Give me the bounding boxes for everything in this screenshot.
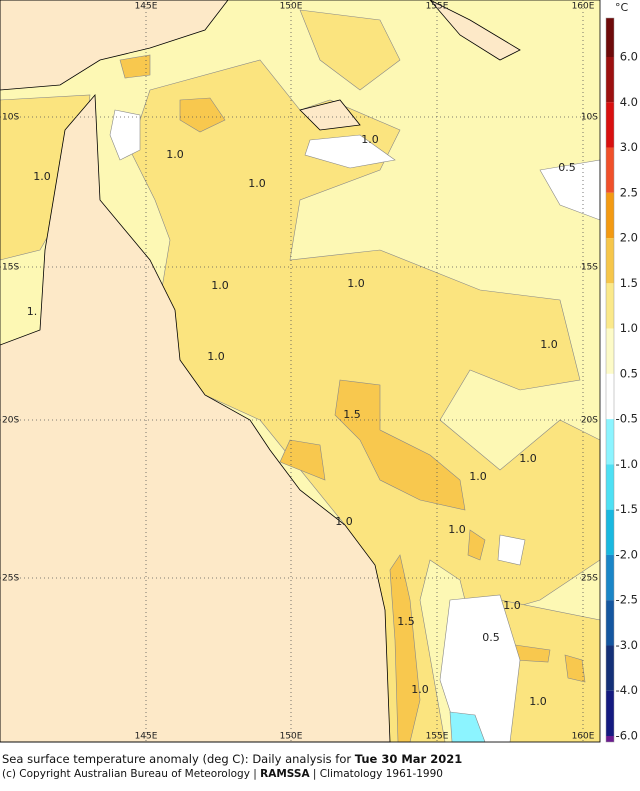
caption-line-2: (c) Copyright Australian Bureau of Meteo… [2,768,443,780]
contour-label: 1.0 [211,279,229,292]
colorbar-tick-label: 2.5 [620,185,638,199]
map-frame [0,0,601,743]
anomaly-0-5 [109,109,601,743]
colorbar-tick-label: 4.0 [620,95,638,109]
colorbar-tick-label: -2.0 [616,547,638,561]
contour-label: 1.0 [448,523,466,536]
contour-label: 1.0 [411,683,429,696]
land [0,0,521,743]
contour-label: 1.0 [469,470,487,483]
colorbar-tick-label: 1.5 [620,276,638,290]
lon-label-bottom: 155E [426,732,449,742]
lon-label-top: 160E [572,2,595,12]
colorbar-frame [605,17,615,743]
colorbar-segment [606,18,614,57]
colorbar-tick-label: -6.0 [616,729,638,743]
colorbar-segment [606,509,614,555]
caption-date: Tue 30 Mar 2021 [354,752,463,766]
contour-label: 1.0 [33,170,51,183]
colorbar-segment [606,192,614,239]
caption-text: Sea surface temperature anomaly (deg C):… [2,752,355,766]
contour-label: 1.5 [397,615,415,628]
lon-label-bottom: 160E [572,732,595,742]
lat-label-left: 10S [2,113,19,123]
colorbar-segment [606,736,614,742]
contour-label: 0.5 [558,161,576,174]
colorbar-tick-label: -2.5 [616,593,638,607]
contour-label: 1.0 [347,277,365,290]
contour-label: 1.0 [166,148,184,161]
contour-label: 1.5 [343,408,361,421]
colorbar-tick-label: -1.5 [616,502,638,516]
lon-label-bottom: 150E [280,732,303,742]
lat-label-left: 20S [2,416,19,426]
colorbar-tick-label: 2.0 [620,231,638,245]
colorbar-segment [606,690,614,736]
contour-label: 1.0 [335,515,353,528]
lon-label-top: 150E [280,2,303,12]
lon-label-top: 145E [135,2,158,12]
contour-label: 1.0 [248,177,266,190]
colorbar-tick-label: -3.0 [616,638,638,652]
anomaly-1-5 [119,54,586,743]
contour-label: 1.0 [540,338,558,351]
lat-label-right: 10S [581,113,598,123]
colorbar-segment [606,102,614,148]
colorbar-segment [606,554,614,601]
contour-label: 1. [27,305,38,318]
colorbar-segment [606,600,614,646]
product: RAMSSA [260,768,310,780]
colorbar-tick-label: -0.5 [616,412,638,426]
colorbar-tick-label: -4.0 [616,683,638,697]
colorbar-segment [606,328,614,374]
lat-label-right: 20S [581,416,598,426]
colorbar-unit: °C [615,1,629,14]
lon-label-bottom: 145E [135,732,158,742]
colorbar-segment [606,464,614,510]
contour-label: 1.0 [361,133,379,146]
colorbar-segment [606,373,614,420]
lat-label-left: 25S [2,574,19,584]
colorbar-tick-label: 6.0 [620,50,638,64]
colorbar-segment [606,238,614,284]
climatology: | Climatology 1961-1990 [309,768,443,780]
colorbar-segment [606,419,614,465]
colorbar-tick-label: -1.0 [616,457,638,471]
contour-label: 1.0 [519,452,537,465]
colorbar-segment [606,57,614,103]
map: 145E 145E 150E 150E 155E 155E 160E 160E 10S 10S 15… [0,0,638,743]
graticule [0,0,600,742]
colorbar-segment [606,283,614,329]
contour-label: 1.0 [529,695,547,708]
caption-line-1: Sea surface temperature anomaly (deg C):… [2,752,462,766]
colorbar-segment [606,147,614,193]
lat-label-right: 15S [581,263,598,273]
colorbar-tick-label: 3.0 [620,140,638,154]
contour-label: 0.5 [482,631,500,644]
lon-label-top: 155E [426,2,449,12]
lat-label-left: 15S [2,263,19,273]
contour-label: 1.0 [503,599,521,612]
colorbar-segment [606,645,614,691]
colorbar-tick-label: 0.5 [620,366,638,380]
copyright: (c) Copyright Australian Bureau of Meteo… [2,768,261,780]
contour-label: 1.0 [207,350,225,363]
lat-label-right: 25S [581,574,598,584]
colorbar-tick-label: 1.0 [620,321,638,335]
